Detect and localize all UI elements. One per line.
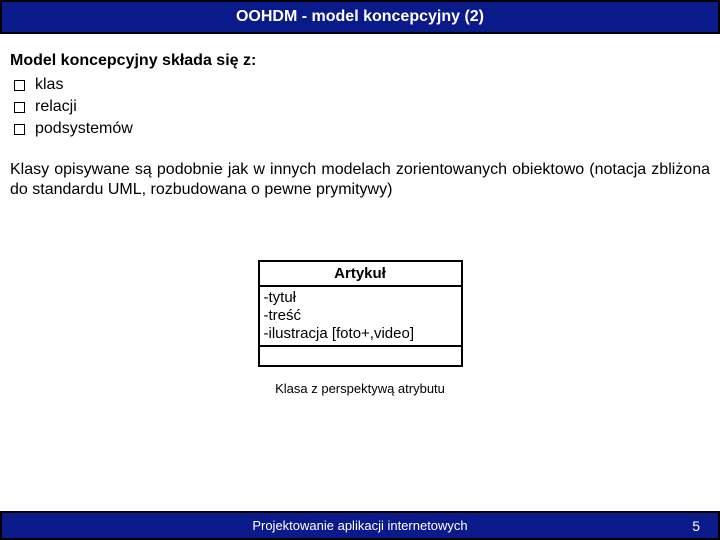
slide-title: OOHDM - model koncepcyjny (2) — [236, 8, 484, 25]
bullet-list: klas relacji podsystemów — [10, 76, 710, 138]
uml-attribute: -tytuł — [264, 289, 457, 307]
page-number: 5 — [692, 518, 700, 534]
bullet-text: podsystemów — [35, 120, 133, 138]
uml-class-name: Artykuł — [260, 262, 461, 287]
intro-text: Model koncepcyjny składa się z: — [10, 52, 710, 70]
list-item: klas — [14, 76, 710, 94]
bullet-text: klas — [35, 76, 63, 94]
slide-footer: Projektowanie aplikacji internetowych 5 — [0, 511, 720, 540]
slide-header: OOHDM - model koncepcyjny (2) — [0, 0, 720, 34]
uml-operations-empty — [260, 347, 461, 365]
list-item: podsystemów — [14, 120, 710, 138]
uml-class-box: Artykuł -tytuł -treść -ilustracja [foto+… — [258, 260, 463, 367]
slide-content: Model koncepcyjny składa się z: klas rel… — [0, 34, 720, 396]
uml-attributes: -tytuł -treść -ilustracja [foto+,video] — [260, 287, 461, 347]
uml-caption: Klasa z perspektywą atrybutu — [275, 381, 445, 396]
square-bullet-icon — [14, 102, 25, 113]
uml-attribute: -treść — [264, 307, 457, 325]
list-item: relacji — [14, 98, 710, 116]
uml-diagram-wrapper: Artykuł -tytuł -treść -ilustracja [foto+… — [10, 260, 710, 396]
bullet-text: relacji — [35, 98, 77, 116]
footer-text: Projektowanie aplikacji internetowych — [252, 518, 467, 533]
uml-attribute: -ilustracja [foto+,video] — [264, 325, 457, 343]
square-bullet-icon — [14, 124, 25, 135]
body-paragraph: Klasy opisywane są podobnie jak w innych… — [10, 160, 710, 200]
square-bullet-icon — [14, 80, 25, 91]
